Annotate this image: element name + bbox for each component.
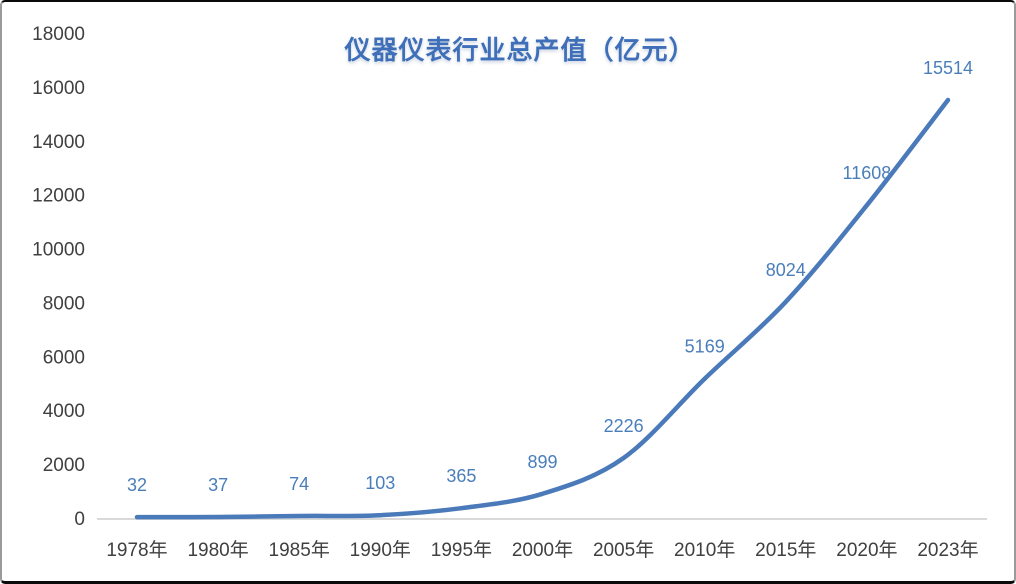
data-label: 32 <box>127 475 147 495</box>
data-label: 103 <box>365 473 395 493</box>
data-label: 8024 <box>766 260 806 280</box>
y-axis-tick-label: 14000 <box>32 132 85 153</box>
series-line <box>134 97 951 520</box>
data-label: 11608 <box>843 163 892 183</box>
x-axis-tick-label: 2005年 <box>593 539 654 561</box>
y-axis-tick-label: 2000 <box>43 455 85 476</box>
x-axis-tick-label: 2015年 <box>755 539 816 561</box>
x-axis-tick-label: 1995年 <box>431 539 492 561</box>
y-axis-tick-label: 4000 <box>43 401 85 422</box>
data-label: 365 <box>446 466 476 486</box>
data-label: 5169 <box>685 337 725 357</box>
x-axis-tick-label: 2010年 <box>674 539 735 561</box>
y-axis-labels: 0 2000 4000 6000 8000 10000 12000 14000 16000 180… <box>32 24 85 530</box>
data-label: 2226 <box>604 416 644 436</box>
x-axis-tick-label: 1978年 <box>106 539 167 561</box>
data-label: 74 <box>289 474 309 494</box>
y-axis-tick-label: 16000 <box>32 78 85 99</box>
x-axis-tick-label: 2020年 <box>836 539 897 561</box>
data-label: 15514 <box>923 58 973 78</box>
y-axis-tick-label: 0 <box>74 509 85 530</box>
chart-title: 仪器仪表行业总产值（亿元） <box>344 35 696 65</box>
y-axis-tick-label: 6000 <box>43 347 85 368</box>
x-axis-tick-label: 1990年 <box>350 539 411 561</box>
y-axis-tick-label: 18000 <box>32 24 85 45</box>
y-axis-tick-label: 12000 <box>32 186 85 207</box>
data-labels: 32 37 74 103 365 899 2226 5169 8024 11608 15514 <box>127 58 973 495</box>
y-axis-tick-label: 8000 <box>43 293 85 314</box>
x-axis-tick-label: 1980年 <box>187 539 248 561</box>
data-label: 37 <box>208 475 228 495</box>
x-axis-labels: 1978年 1980年 1985年 1990年 1995年 2000年 2005年 2010年… <box>106 539 978 561</box>
data-label: 899 <box>527 452 557 472</box>
x-axis-tick-label: 2023年 <box>917 539 978 561</box>
y-axis-tick-label: 10000 <box>32 240 85 261</box>
x-axis-tick-label: 1985年 <box>269 539 330 561</box>
x-axis-tick-label: 2000年 <box>512 539 573 561</box>
